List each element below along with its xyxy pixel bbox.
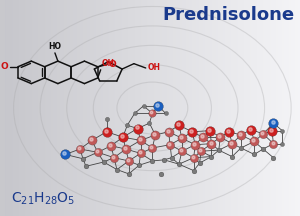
Text: OH: OH bbox=[147, 64, 160, 73]
Text: OH: OH bbox=[101, 59, 114, 68]
Text: Prednisolone: Prednisolone bbox=[162, 6, 294, 24]
Text: O: O bbox=[108, 60, 116, 69]
Text: O: O bbox=[1, 62, 9, 71]
Text: HO: HO bbox=[48, 42, 61, 51]
Text: $\mathsf{C_{21}H_{28}O_5}$: $\mathsf{C_{21}H_{28}O_5}$ bbox=[11, 191, 75, 207]
